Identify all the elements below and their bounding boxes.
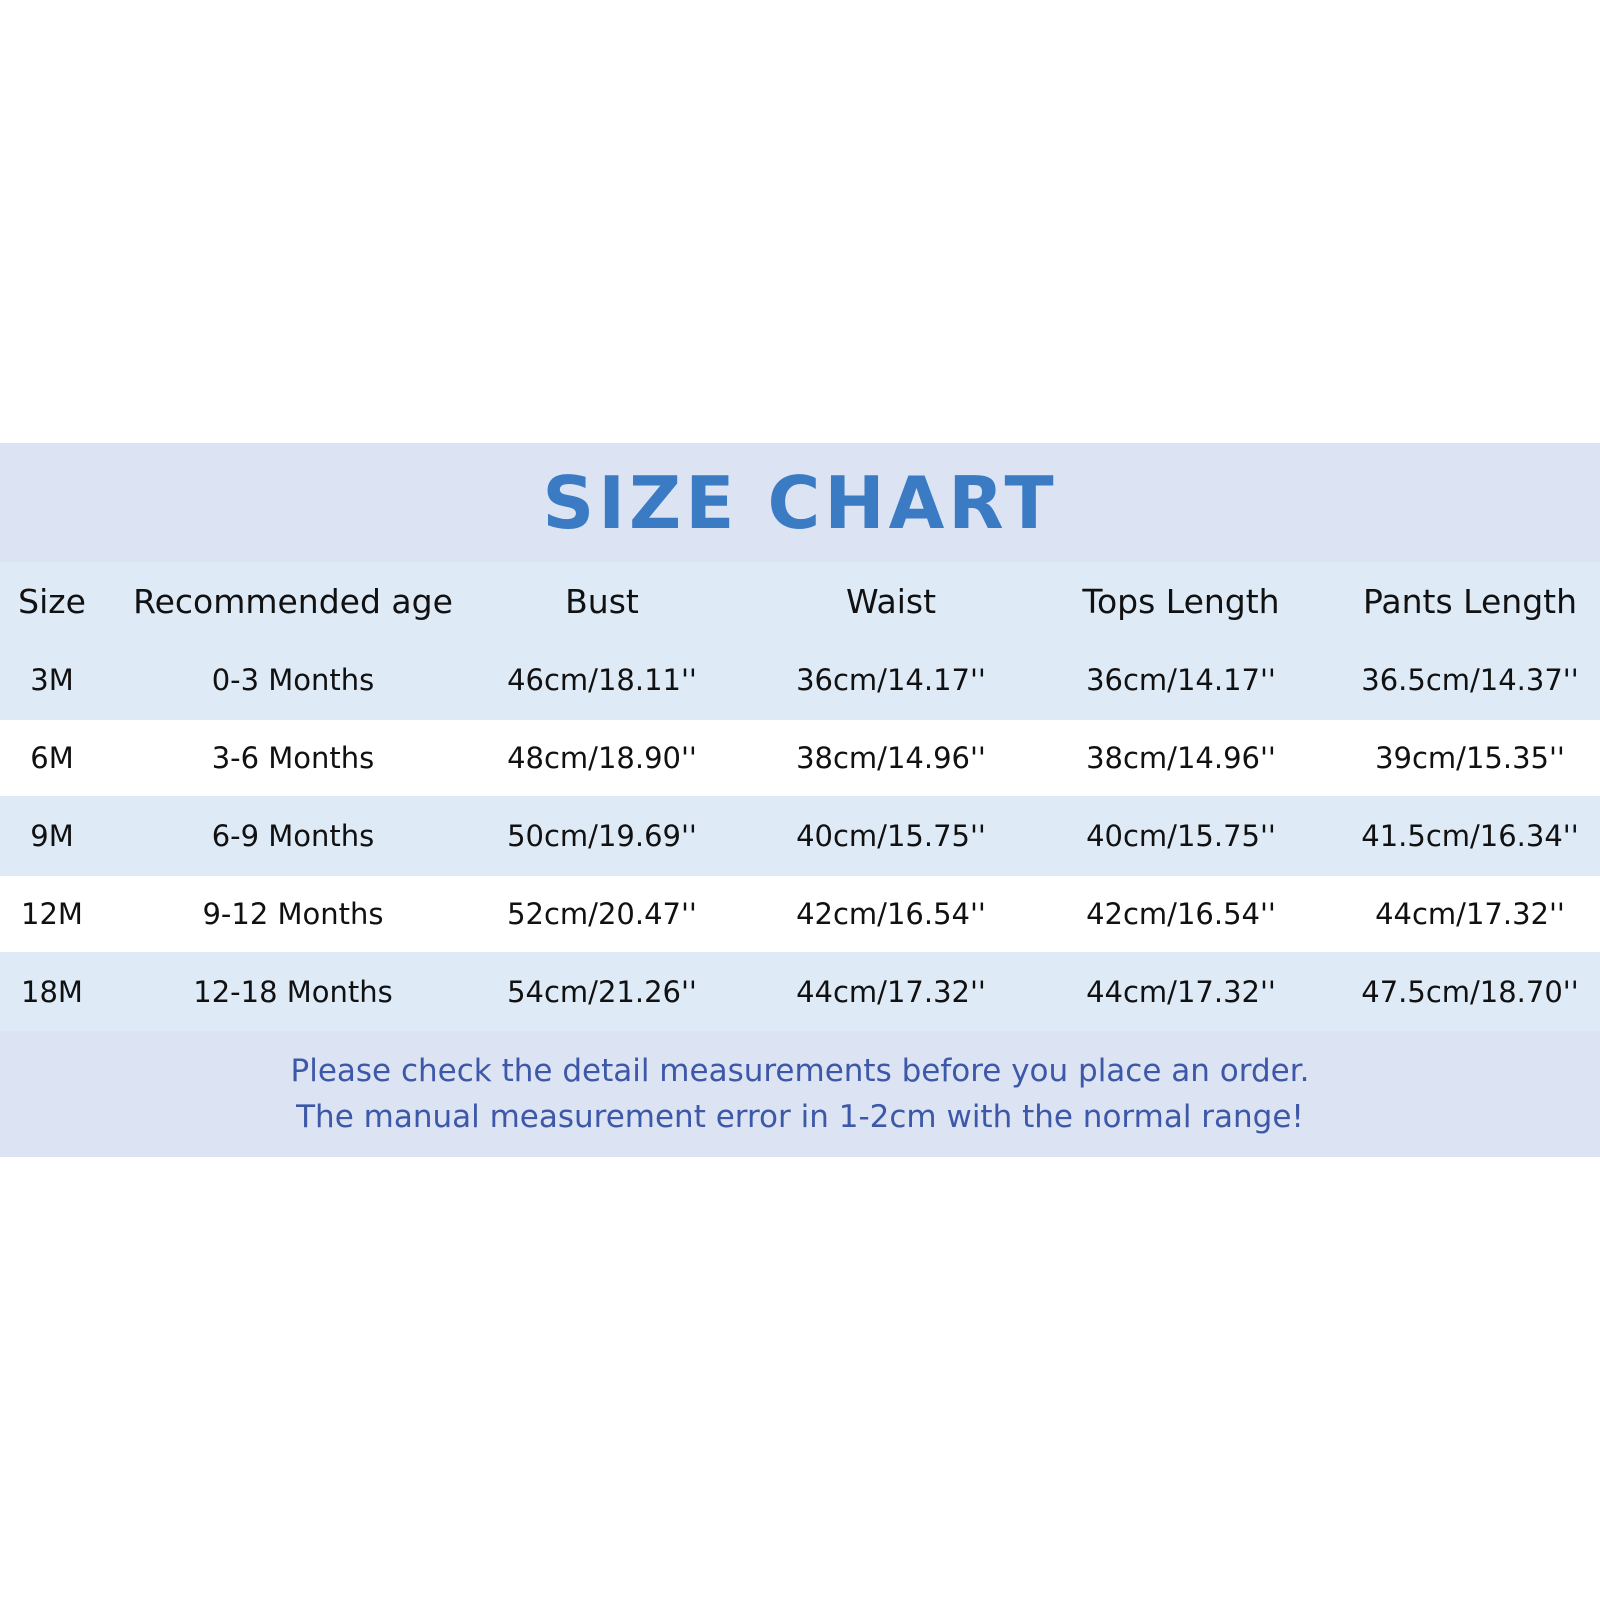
- column-header: Size: [18, 581, 86, 621]
- table-row: 3M 0-3 Months 46cm/18.11'' 36cm/14.17'' 36cm…: [0, 640, 1600, 720]
- table-cell: 0-3 Months: [211, 663, 375, 697]
- table-cell: 18M: [21, 974, 83, 1009]
- table-cell: 40cm/15.75'': [1086, 819, 1276, 853]
- column-header: Recommended age: [133, 581, 453, 621]
- column-header: Bust: [565, 581, 639, 621]
- table-cell: 47.5cm/18.70'': [1361, 974, 1579, 1009]
- table-cell: 44cm/17.32'': [1375, 897, 1565, 931]
- note-line: Please check the detail measurements bef…: [290, 1053, 1310, 1089]
- table-cell: 36.5cm/14.37'': [1361, 663, 1579, 697]
- table-cell: 3M: [30, 663, 74, 697]
- table-row: 12M 9-12 Months 52cm/20.47'' 42cm/16.54'' 42…: [0, 876, 1600, 952]
- title-band: SIZE CHART: [0, 443, 1600, 562]
- table-cell: 50cm/19.69'': [507, 819, 697, 853]
- table-cell: 12M: [21, 897, 83, 931]
- column-header: Waist: [845, 581, 937, 621]
- table-cell: 46cm/18.11'': [507, 663, 697, 697]
- table-cell: 42cm/16.54'': [796, 897, 986, 931]
- table-cell: 48cm/18.90'': [507, 741, 697, 775]
- table-cell: 44cm/17.32'': [796, 974, 986, 1009]
- table-cell: 36cm/14.17'': [1086, 663, 1276, 697]
- table-row: 6M 3-6 Months 48cm/18.90'' 38cm/14.96'' 38cm…: [0, 720, 1600, 796]
- header-row: Size Recommended age Bust Waist Tops Length P…: [0, 562, 1600, 640]
- table-cell: 54cm/21.26'': [507, 974, 697, 1009]
- size-chart-title: SIZE CHART: [542, 460, 1058, 545]
- table-cell: 40cm/15.75'': [796, 819, 986, 853]
- table-cell: 41.5cm/16.34'': [1361, 819, 1579, 853]
- table-cell: 44cm/17.32'': [1086, 974, 1276, 1009]
- column-header: Pants Length: [1362, 581, 1578, 621]
- table-cell: 36cm/14.17'': [796, 663, 986, 697]
- column-header: Tops Length: [1082, 581, 1280, 621]
- table-cell: 42cm/16.54'': [1086, 897, 1276, 931]
- table-cell: 38cm/14.96'': [796, 741, 986, 775]
- table-row: 18M 12-18 Months 54cm/21.26'' 44cm/17.32'' 4…: [0, 952, 1600, 1031]
- table-cell: 39cm/15.35'': [1375, 741, 1565, 775]
- table-cell: 9-12 Months: [202, 897, 384, 931]
- table-cell: 52cm/20.47'': [507, 897, 697, 931]
- table-cell: 9M: [30, 819, 74, 853]
- footer-notes: Please check the detail measurements bef…: [0, 1031, 1600, 1157]
- table-cell: 6M: [30, 741, 74, 775]
- table-cell: 38cm/14.96'': [1086, 741, 1276, 775]
- table-cell: 3-6 Months: [211, 741, 375, 775]
- table-cell: 6-9 Months: [211, 819, 375, 853]
- table-cell: 12-18 Months: [193, 974, 393, 1009]
- table-row: 9M 6-9 Months 50cm/19.69'' 40cm/15.75'' 40cm…: [0, 796, 1600, 876]
- note-line: The manual measurement error in 1-2cm wi…: [296, 1099, 1304, 1135]
